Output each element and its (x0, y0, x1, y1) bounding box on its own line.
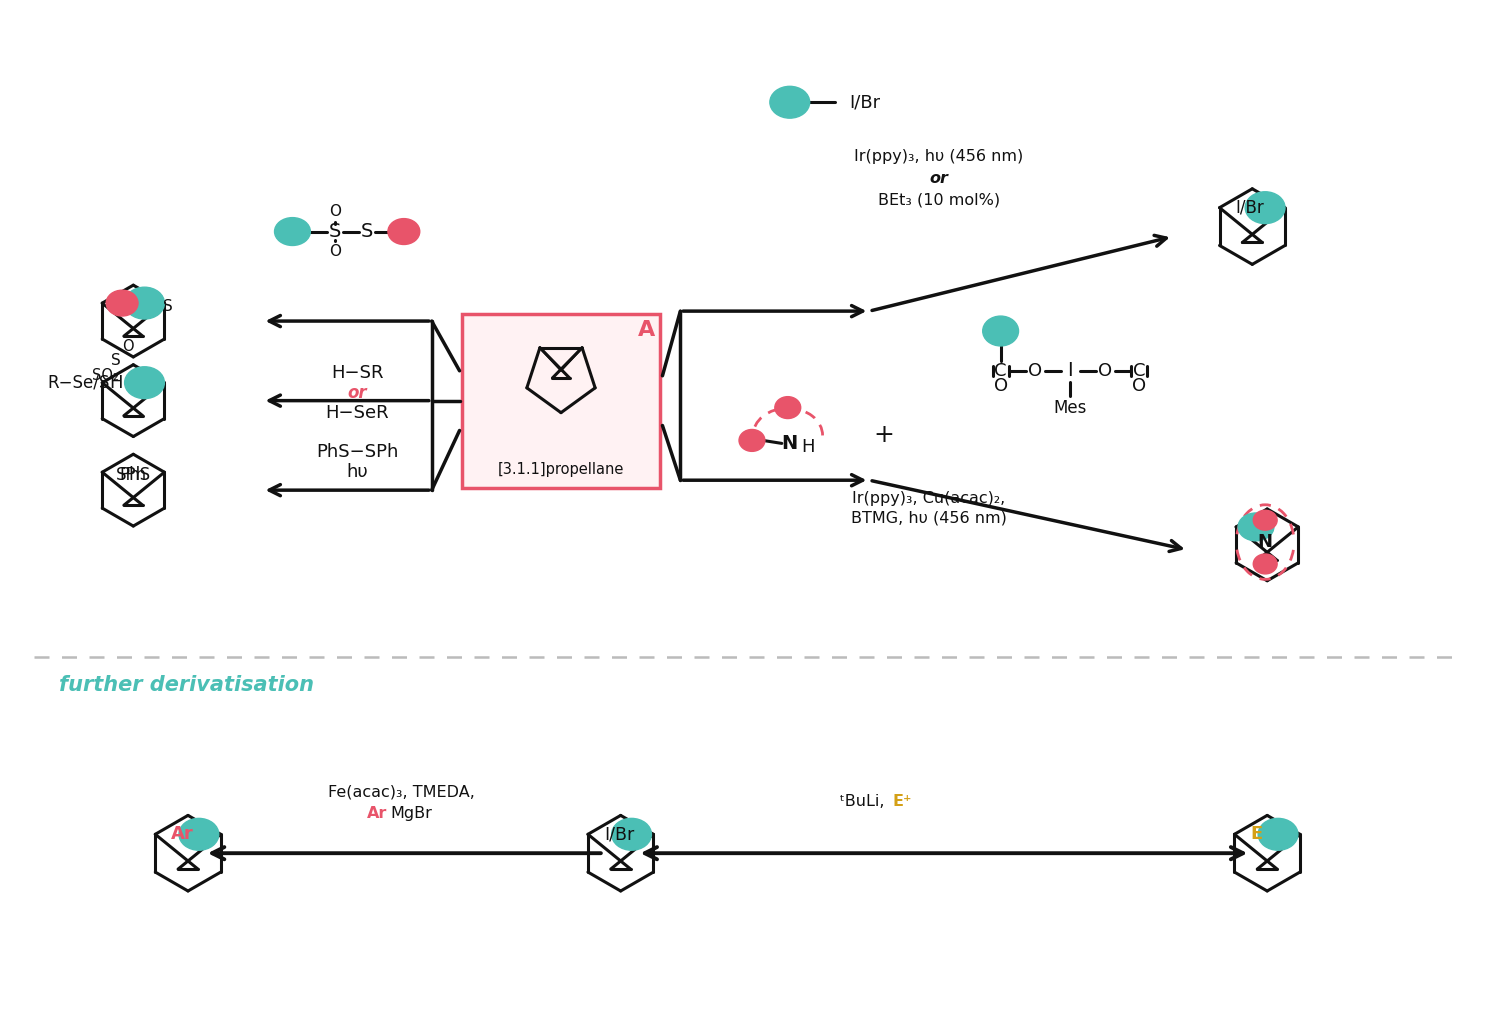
Text: C: C (1132, 362, 1146, 380)
Ellipse shape (770, 86, 810, 118)
Text: Ir(ppy)₃, Cu(acac)₂,: Ir(ppy)₃, Cu(acac)₂, (852, 491, 1006, 506)
Ellipse shape (1253, 511, 1277, 530)
Text: I/Br: I/Br (604, 826, 634, 843)
Text: Ar: Ar (172, 826, 194, 843)
Text: I/Br: I/Br (1235, 199, 1264, 217)
Text: Ar: Ar (367, 806, 386, 821)
Ellipse shape (179, 818, 219, 851)
Text: O: O (122, 340, 134, 354)
Text: PhS−SPh: PhS−SPh (316, 443, 398, 461)
Text: H−SeR: H−SeR (325, 404, 389, 422)
Text: E⁺: E⁺ (892, 794, 912, 809)
Text: H−SR: H−SR (331, 364, 383, 382)
Ellipse shape (275, 218, 310, 246)
Text: BTMG, hυ (456 nm): BTMG, hυ (456 nm) (850, 511, 1007, 525)
Text: A: A (639, 319, 655, 340)
Text: SPh: SPh (116, 466, 148, 484)
FancyBboxPatch shape (461, 314, 661, 488)
Text: C: C (994, 362, 1007, 380)
Ellipse shape (388, 219, 419, 244)
Text: S: S (163, 298, 172, 314)
Text: +: + (874, 424, 895, 448)
Text: Fe(acac)₃, TMEDA,: Fe(acac)₃, TMEDA, (328, 784, 476, 799)
Text: O: O (1132, 377, 1146, 395)
Text: O: O (1098, 362, 1112, 380)
Text: N: N (782, 434, 798, 453)
Text: BEt₃ (10 mol%): BEt₃ (10 mol%) (877, 193, 1000, 207)
Text: MgBr: MgBr (389, 806, 431, 821)
Text: O: O (330, 204, 342, 220)
Text: O: O (1028, 362, 1043, 380)
Text: H: H (801, 438, 815, 457)
Ellipse shape (612, 818, 652, 851)
Text: H: H (109, 374, 122, 392)
Ellipse shape (774, 397, 801, 419)
Ellipse shape (125, 367, 164, 399)
Text: E: E (1250, 826, 1262, 843)
Text: S: S (330, 222, 342, 241)
Text: O: O (994, 377, 1007, 395)
Text: I/Br: I/Br (849, 93, 880, 111)
Text: or: or (348, 383, 367, 402)
Text: SO₂: SO₂ (93, 368, 119, 383)
Ellipse shape (739, 430, 765, 452)
Ellipse shape (125, 287, 164, 319)
Text: or: or (930, 171, 949, 186)
Text: R−Se/S: R−Se/S (48, 374, 110, 392)
Text: hυ: hυ (346, 463, 369, 482)
Text: O: O (330, 243, 342, 259)
Ellipse shape (1238, 513, 1274, 541)
Ellipse shape (983, 316, 1019, 346)
Text: S: S (361, 222, 373, 241)
Ellipse shape (1258, 818, 1298, 851)
Ellipse shape (1253, 554, 1277, 574)
Ellipse shape (1246, 192, 1285, 224)
Text: [3.1.1]propellane: [3.1.1]propellane (498, 462, 624, 478)
Text: I: I (1067, 362, 1073, 380)
Text: Ir(ppy)₃, hυ (456 nm): Ir(ppy)₃, hυ (456 nm) (855, 149, 1024, 165)
Ellipse shape (106, 290, 139, 316)
Text: ᵗBuLi,: ᵗBuLi, (840, 794, 889, 809)
Text: Mes: Mes (1053, 399, 1088, 416)
Text: PhS: PhS (119, 466, 151, 484)
Text: N: N (1258, 534, 1273, 551)
Text: further derivatisation: further derivatisation (58, 675, 313, 695)
Text: S: S (110, 353, 121, 369)
